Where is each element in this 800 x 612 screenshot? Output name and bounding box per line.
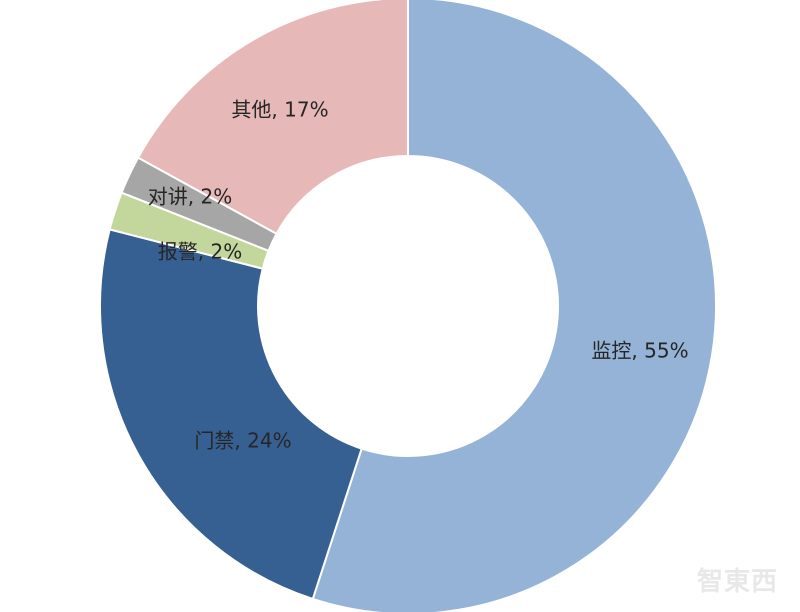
data-label-2: 报警, 2% (158, 240, 242, 264)
data-label-3: 对讲, 2% (148, 185, 232, 209)
data-label-4: 其他, 17% (231, 98, 328, 122)
slice-1 (99, 228, 363, 601)
data-label-0: 监控, 55% (591, 339, 688, 363)
slice-0 (311, 0, 717, 612)
watermark-logo: 智東西 (696, 567, 778, 597)
data-label-1: 门禁, 24% (194, 429, 291, 453)
slice-4 (136, 0, 409, 236)
